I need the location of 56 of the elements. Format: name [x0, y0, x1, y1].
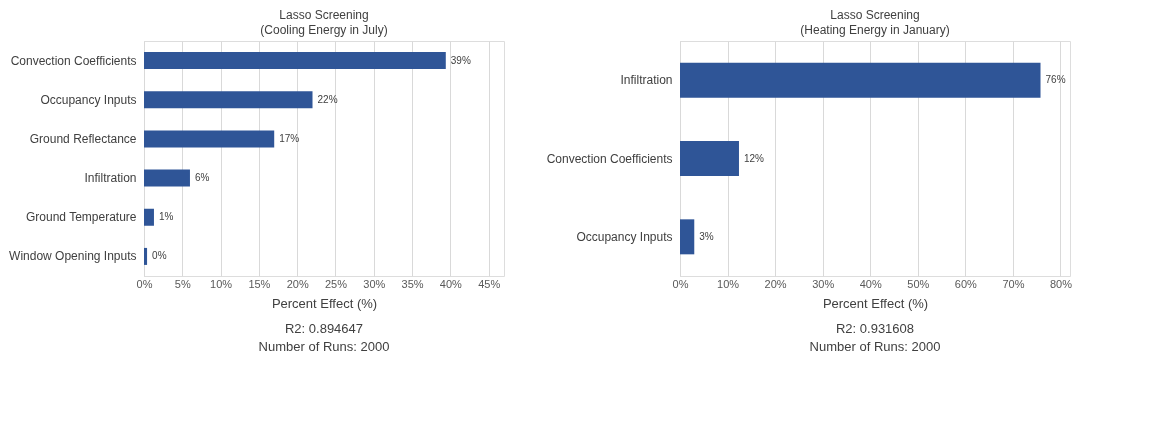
data-label: 3% [699, 230, 714, 242]
x-tick-label: 25% [324, 277, 348, 290]
bar [144, 169, 190, 187]
x-tick-label: 30% [363, 277, 386, 290]
data-label: 22% [317, 93, 338, 105]
data-label: 6% [194, 172, 210, 184]
bar [144, 91, 313, 109]
x-tick-label: 0% [136, 277, 153, 290]
x-tick-label: 70% [1002, 277, 1025, 290]
bar [144, 130, 275, 148]
x-tick-label: 20% [286, 277, 309, 290]
data-label: 17% [279, 132, 300, 144]
x-tick-label: 40% [439, 277, 463, 290]
text: R2: 0.931608 [835, 321, 915, 336]
x-tick-label: 60% [954, 277, 978, 290]
y-tick-label: Infiltration [620, 73, 673, 88]
data-label: 39% [450, 54, 471, 66]
x-tick-label: 15% [248, 277, 271, 290]
x-tick-label: 0% [672, 277, 689, 290]
text: Number of Runs: 2000 [809, 339, 941, 354]
data-label: 12% [743, 152, 765, 164]
x-tick-label: 10% [717, 277, 740, 290]
data-label: 0% [152, 250, 167, 262]
x-tick-label: 5% [174, 277, 191, 290]
y-tick-label: Convection Coefficients [546, 151, 673, 166]
x-tick-label: 40% [859, 277, 882, 290]
data-label: 1% [158, 211, 174, 223]
x-tick-label: 30% [812, 277, 835, 290]
y-tick-label: Convection Coefficients [10, 53, 137, 68]
bar [680, 62, 1041, 98]
y-tick-label: Ground Temperature [25, 210, 137, 225]
chart-title: Lasso Screening [830, 8, 920, 22]
x-tick-label: 20% [764, 277, 787, 290]
x-tick-label: 35% [401, 277, 424, 290]
data-label: 76% [1045, 74, 1066, 86]
chart-subtitle: (Heating Energy in January) [800, 23, 950, 37]
y-tick-label: Ground Reflectance [29, 131, 137, 146]
text: R2: 0.894647 [284, 321, 364, 336]
x-tick-label: 50% [907, 277, 930, 290]
y-tick-label: Window Opening Inputs [9, 249, 137, 264]
bar [680, 141, 739, 176]
y-tick-label: Infiltration [84, 171, 137, 186]
y-tick-label: Occupancy Inputs [576, 229, 673, 244]
bar [144, 208, 154, 226]
chart-subtitle: (Cooling Energy in July) [260, 23, 388, 37]
x-tick-label: 10% [210, 277, 233, 290]
x-axis-title: Percent Effect (%) [271, 295, 378, 311]
bar [144, 52, 446, 70]
y-tick-label: Occupancy Inputs [40, 92, 137, 107]
bar [144, 247, 148, 265]
bar [680, 219, 695, 255]
x-axis-title: Percent Effect (%) [822, 295, 929, 311]
x-tick-label: 45% [478, 277, 501, 290]
x-tick-label: 80% [1049, 277, 1073, 290]
chart-title: Lasso Screening [279, 8, 369, 22]
text: Number of Runs: 2000 [258, 339, 390, 354]
